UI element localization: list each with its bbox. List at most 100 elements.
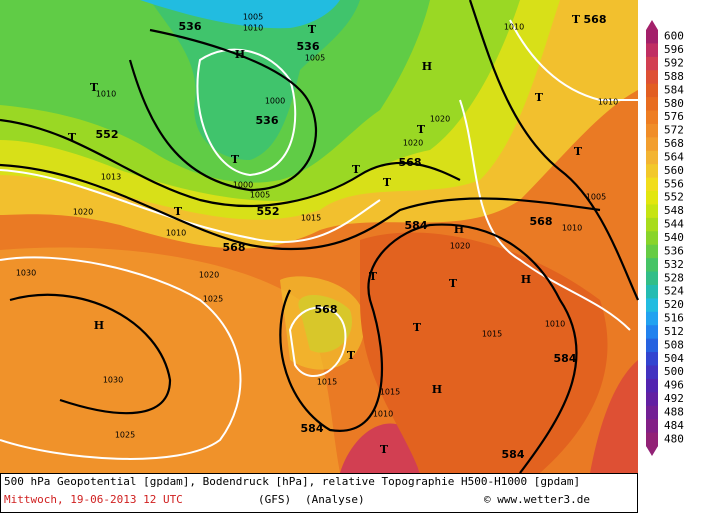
pressure-center: T xyxy=(574,145,583,158)
colorbar-label: 480 xyxy=(664,432,684,445)
colorbar-swatch xyxy=(646,30,658,44)
pressure-center: T xyxy=(68,131,77,144)
geopotential-label: 552 xyxy=(257,205,280,218)
pressure-label: 1025 xyxy=(203,295,223,304)
pressure-label: 1010 xyxy=(373,410,393,419)
region xyxy=(340,423,420,473)
pressure-label: 1010 xyxy=(598,98,618,107)
pressure-center: H xyxy=(432,383,442,396)
colorbar-swatch xyxy=(646,123,658,138)
pressure-label: 1013 xyxy=(101,173,121,182)
pressure-center: T xyxy=(380,443,389,456)
footer-date: Mittwoch, 19-06-2013 12 UTC xyxy=(4,493,183,506)
pressure-center: T xyxy=(383,176,392,189)
colorbar-label: 524 xyxy=(664,285,684,298)
pressure-center: T xyxy=(572,13,581,26)
contour xyxy=(0,163,601,251)
geopotential-label: 568 xyxy=(584,13,607,26)
colorbar-swatch xyxy=(646,56,658,71)
pressure-center: T xyxy=(347,349,356,362)
colorbar-swatch xyxy=(646,177,658,192)
pressure-center: T xyxy=(90,81,99,94)
colorbar-label: 580 xyxy=(664,97,684,110)
pressure-label: 1020 xyxy=(403,139,423,148)
geopotential-label: 568 xyxy=(399,156,422,169)
colorbar-swatch xyxy=(646,378,658,393)
pressure-center: H xyxy=(94,319,104,332)
geopotential-label: 584 xyxy=(405,219,428,232)
geopotential-label: 584 xyxy=(301,422,324,435)
colorbar-swatch xyxy=(646,311,658,326)
colorbar-swatch xyxy=(646,338,658,353)
geopotential-label: 568 xyxy=(315,303,338,316)
colorbar-swatch xyxy=(646,164,658,179)
colorbar-label: 544 xyxy=(664,218,684,231)
pressure-label: 1010 xyxy=(545,320,565,329)
region xyxy=(140,0,340,29)
pressure-label: 1005 xyxy=(305,54,325,63)
colorbar-label: 568 xyxy=(664,137,684,150)
pressure-label: 1020 xyxy=(199,271,219,280)
colorbar-swatch xyxy=(646,191,658,205)
colorbar-label: 540 xyxy=(664,231,684,244)
pressure-center: T xyxy=(413,321,422,334)
colorbar-swatch xyxy=(646,110,658,125)
colorbar-swatch xyxy=(646,298,658,313)
pressure-center: T xyxy=(352,163,361,176)
contour xyxy=(0,118,461,208)
colorbar-swatch xyxy=(646,419,658,434)
geopotential-label: 536 xyxy=(297,40,320,53)
colorbar-label: 572 xyxy=(664,124,684,137)
pressure-center: H xyxy=(521,273,531,286)
colorbar-arrow xyxy=(646,20,658,30)
colorbar-label: 532 xyxy=(664,258,684,271)
pressure-label: 1005 xyxy=(586,193,606,202)
colorbar-swatch xyxy=(646,365,658,380)
pressure-label: 1020 xyxy=(73,208,93,217)
contour xyxy=(279,223,578,474)
geopotential-label: 584 xyxy=(554,352,577,365)
pressure-label: 1010 xyxy=(562,224,582,233)
pressure-label: 1010 xyxy=(166,229,186,238)
pressure-label: 1015 xyxy=(317,378,337,387)
colorbar-label: 564 xyxy=(664,150,684,163)
colorbar-label: 492 xyxy=(664,392,684,405)
pressure-label: 1015 xyxy=(301,214,321,223)
contour xyxy=(9,293,172,415)
colorbar-swatch xyxy=(646,258,658,273)
colorbar-label: 484 xyxy=(664,419,684,432)
pressure-center: T xyxy=(449,277,458,290)
pressure-center: T xyxy=(417,123,426,136)
pressure-label: 1005 xyxy=(250,191,270,200)
colorbar-swatch xyxy=(646,392,658,407)
colorbar-swatch xyxy=(646,271,658,286)
colorbar-label: 556 xyxy=(664,177,684,190)
colorbar-label: 560 xyxy=(664,164,684,177)
isobar xyxy=(459,99,631,331)
colorbar-swatch xyxy=(646,97,658,112)
pressure-center: T xyxy=(369,270,378,283)
colorbar-label: 588 xyxy=(664,70,684,83)
pressure-center: H xyxy=(454,223,464,236)
pressure-center: T xyxy=(308,23,317,36)
colorbar-label: 600 xyxy=(664,30,684,43)
isobar xyxy=(288,306,347,377)
isobar xyxy=(0,169,381,243)
colorbar-swatch xyxy=(646,432,658,447)
colorbar-arrow xyxy=(646,446,658,456)
footer-credit: © www.wetter3.de xyxy=(484,493,590,506)
geopotential-label: 536 xyxy=(256,114,279,127)
colorbar: 6005965925885845805765725685645605565525… xyxy=(646,30,684,447)
isobars xyxy=(0,19,638,460)
geopotential-label: 552 xyxy=(96,128,119,141)
colorbar-swatch xyxy=(646,284,658,299)
colorbar-swatch xyxy=(646,217,658,232)
colorbar-swatch xyxy=(646,150,658,165)
pressure-label: 1015 xyxy=(482,330,502,339)
pressure-center: T xyxy=(535,91,544,104)
colorbar-label: 488 xyxy=(664,405,684,418)
pressure-center: T xyxy=(174,205,183,218)
geopotential-label: 568 xyxy=(223,241,246,254)
geopotential-label: 536 xyxy=(179,20,202,33)
